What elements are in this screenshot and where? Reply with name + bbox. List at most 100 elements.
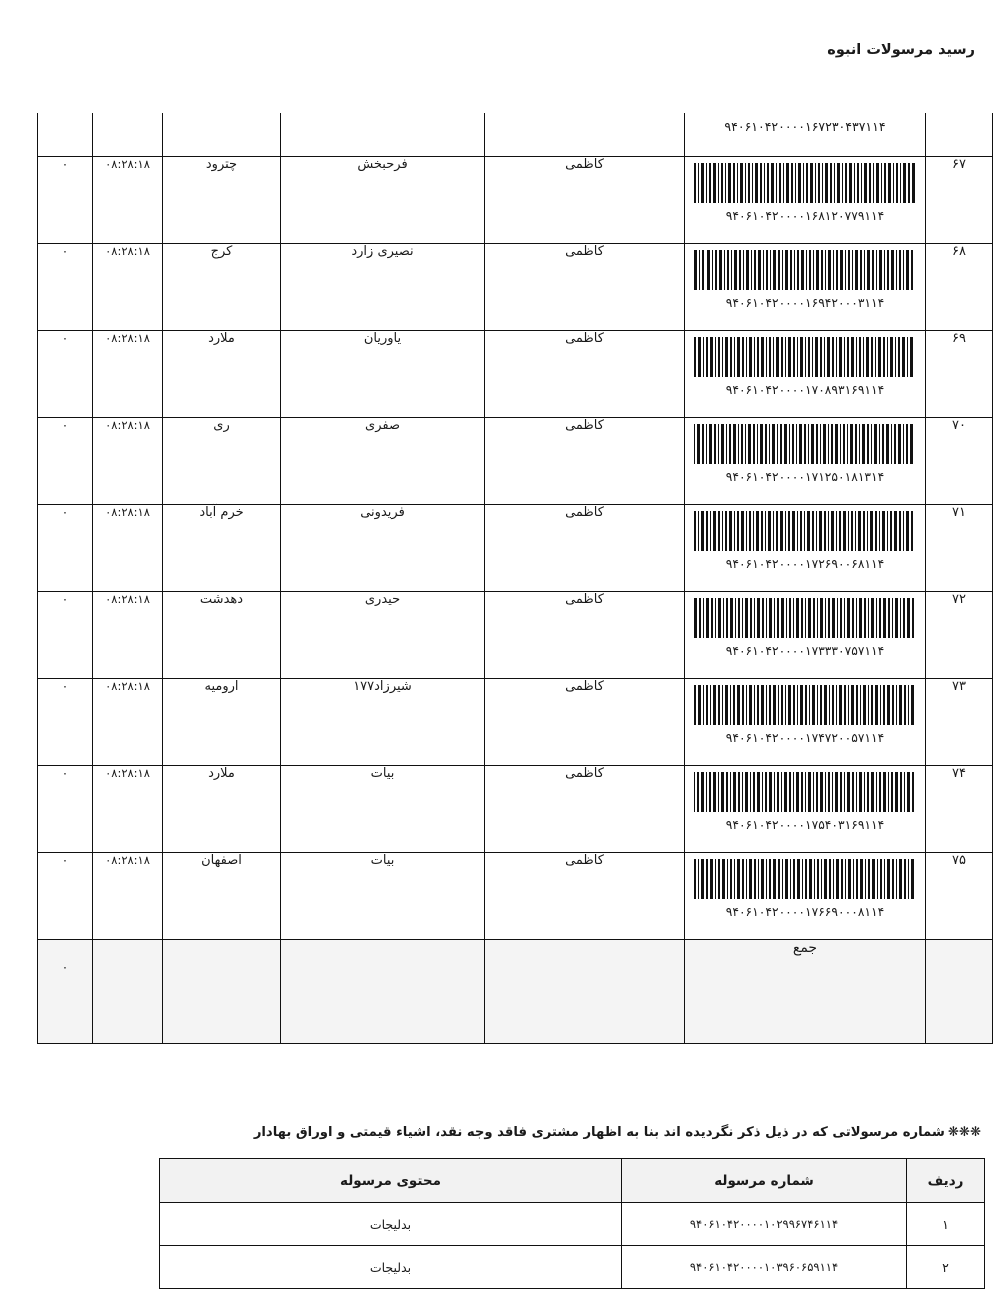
barcode-block: ۹۴۰۶۱۰۴۲۰۰۰۰۱۷۰۸۹۳۱۶۹۱۱۴ [685, 331, 925, 397]
barcode-number: ۹۴۰۶۱۰۴۲۰۰۰۰۱۶۸۱۲۰۷۷۹۱۱۴ [725, 209, 885, 223]
cell-value: ۰ [37, 330, 93, 418]
table-row[interactable]: ۷۲ ۹۴۰۶۱۰۴۲۰۰۰۰۱۷۳۳۳۰۷۵۷۱۱۴ کاظمی حیدری … [37, 591, 993, 679]
table-row[interactable]: ۱ ۹۴۰۶۱۰۴۲۰۰۰۰۱۰۲۹۹۶۷۴۶۱۱۴ بدلیجات [159, 1202, 985, 1246]
cell-sender: کاظمی [484, 765, 685, 853]
exception-table-head: ردیف شماره مرسوله محتوی مرسوله [159, 1158, 985, 1203]
cell-city: کرج [162, 243, 281, 331]
cell-receiver: فرحبخش [280, 156, 485, 244]
cell-value: ۰ [37, 852, 93, 940]
cell-radif: ۲ [906, 1245, 985, 1289]
cell-receiver: یاوریان [280, 330, 485, 418]
cell-sender: کاظمی [484, 156, 685, 244]
table-row[interactable]: ۶۹ ۹۴۰۶۱۰۴۲۰۰۰۰۱۷۰۸۹۳۱۶۹۱۱۴ کاظمی یاوریا… [37, 330, 993, 418]
cell-barcode: ۹۴۰۶۱۰۴۲۰۰۰۰۱۶۹۴۲۰۰۰۳۱۱۴ [684, 243, 926, 331]
cell-receiver: حیدری [280, 591, 485, 679]
cell-barcode: ۹۴۰۶۱۰۴۲۰۰۰۰۱۷۴۷۲۰۰۵۷۱۱۴ [684, 678, 926, 766]
barcode-number: ۹۴۰۶۱۰۴۲۰۰۰۰۱۷۰۸۹۳۱۶۹۱۱۴ [725, 383, 885, 397]
cell-barcode: ۹۴۰۶۱۰۴۲۰۰۰۰۱۷۳۳۳۰۷۵۷۱۱۴ [684, 591, 926, 679]
table-row[interactable]: ۷۱ ۹۴۰۶۱۰۴۲۰۰۰۰۱۷۲۶۹۰۰۶۸۱۱۴ کاظمی فریدون… [37, 504, 993, 592]
cell-barcode: ۹۴۰۶۱۰۴۲۰۰۰۰۱۷۵۴۰۳۱۶۹۱۱۴ [684, 765, 926, 853]
table-row[interactable]: ۷۰ ۹۴۰۶۱۰۴۲۰۰۰۰۱۷۱۲۵۰۱۸۱۳۱۴ کاظمی صفری ر… [37, 417, 993, 505]
barcode-number: ۹۴۰۶۱۰۴۲۰۰۰۰۱۷۵۴۰۳۱۶۹۱۱۴ [725, 818, 885, 832]
cell-value: ۰ [37, 504, 93, 592]
barcode-block: ۹۴۰۶۱۰۴۲۰۰۰۰۱۷۵۴۰۳۱۶۹۱۱۴ [685, 766, 925, 832]
table-row[interactable]: ۶۷ ۹۴۰۶۱۰۴۲۰۰۰۰۱۶۸۱۲۰۷۷۹۱۱۴ کاظمی فرحبخش… [37, 156, 993, 244]
table-header-row: ردیف شماره مرسوله محتوی مرسوله [159, 1158, 985, 1203]
barcode-image [694, 424, 913, 464]
table-row[interactable]: ۶۸ ۹۴۰۶۱۰۴۲۰۰۰۰۱۶۹۴۲۰۰۰۳۱۱۴ کاظمی نصیری … [37, 243, 993, 331]
cell-time [92, 939, 163, 1044]
barcode-number: ۹۴۰۶۱۰۴۲۰۰۰۰۱۷۴۷۲۰۰۵۷۱۱۴ [725, 731, 885, 745]
table-row[interactable]: ۷۳ ۹۴۰۶۱۰۴۲۰۰۰۰۱۷۴۷۲۰۰۵۷۱۱۴ کاظمی شیرزاد… [37, 678, 993, 766]
cell-time: ۰۸:۲۸:۱۸ [92, 591, 163, 679]
cell-radif: ۷۰ [925, 417, 993, 505]
cell-receiver: بیات [280, 852, 485, 940]
cell-receiver: فریدونی [280, 504, 485, 592]
cell-time: ۰۸:۲۸:۱۸ [92, 243, 163, 331]
shipment-table-container: ۹۴۰۶۱۰۴۲۰۰۰۰۱۶۷۲۳۰۴۳۷۱۱۴ ۶۷ ۹۴۰۶۱۰۴۲۰۰۰۰… [0, 113, 993, 1044]
page-title: رسید مرسولات انبوه [827, 42, 975, 58]
cell-value: ۰ [37, 591, 93, 679]
barcode-block: ۹۴۰۶۱۰۴۲۰۰۰۰۱۷۳۳۳۰۷۵۷۱۱۴ [685, 592, 925, 658]
exception-table: ردیف شماره مرسوله محتوی مرسوله ۱ ۹۴۰۶۱۰۴… [159, 1158, 985, 1289]
barcode-number: ۹۴۰۶۱۰۴۲۰۰۰۰۱۶۹۴۲۰۰۰۳۱۱۴ [725, 296, 885, 310]
cell-radif: ۶۸ [925, 243, 993, 331]
barcode-image [694, 337, 913, 377]
table-row[interactable]: ۷۵ ۹۴۰۶۱۰۴۲۰۰۰۰۱۷۶۶۹۰۰۰۸۱۱۴ کاظمی بیات ا… [37, 852, 993, 940]
barcode-image [694, 859, 914, 899]
cell-radif: ۷۱ [925, 504, 993, 592]
cell-receiver: صفری [280, 417, 485, 505]
cell-sender: کاظمی [484, 243, 685, 331]
barcode-image [694, 685, 914, 725]
cell-value [37, 113, 93, 157]
cell-radif: ۶۷ [925, 156, 993, 244]
cell-time: ۰۸:۲۸:۱۸ [92, 765, 163, 853]
cell-sender: کاظمی [484, 678, 685, 766]
barcode-block: ۹۴۰۶۱۰۴۲۰۰۰۰۱۷۲۶۹۰۰۶۸۱۱۴ [685, 505, 925, 571]
cell-radif [925, 939, 993, 1044]
cell-sender: کاظمی [484, 504, 685, 592]
header-shipment-content: محتوی مرسوله [159, 1158, 622, 1203]
cell-radif: ۶۹ [925, 330, 993, 418]
cell-shipment-content: بدلیجات [159, 1202, 622, 1246]
cell-shipment-number: ۹۴۰۶۱۰۴۲۰۰۰۰۱۰۲۹۹۶۷۴۶۱۱۴ [621, 1202, 907, 1246]
cell-time [92, 113, 163, 157]
cell-shipment-content: بدلیجات [159, 1245, 622, 1289]
barcode-image [694, 163, 915, 203]
declaration-note: ❋❋❋شماره مرسولاتی که در ذیل ذکر نگردیده … [12, 1125, 982, 1140]
table-row[interactable]: ۷۴ ۹۴۰۶۱۰۴۲۰۰۰۰۱۷۵۴۰۳۱۶۹۱۱۴ کاظمی بیات م… [37, 765, 993, 853]
cell-radif: ۷۳ [925, 678, 993, 766]
cell-radif: ۱ [906, 1202, 985, 1246]
cell-radif: ۷۵ [925, 852, 993, 940]
declaration-note-text: شماره مرسولاتی که در ذیل ذکر نگردیده اند… [253, 1125, 945, 1140]
cell-city: خرم آباد [162, 504, 281, 592]
cell-sender [484, 113, 685, 157]
barcode-image [694, 772, 914, 812]
cell-barcode: ۹۴۰۶۱۰۴۲۰۰۰۰۱۶۷۲۳۰۴۳۷۱۱۴ [684, 113, 926, 157]
cell-barcode: ۹۴۰۶۱۰۴۲۰۰۰۰۱۷۲۶۹۰۰۶۸۱۱۴ [684, 504, 926, 592]
cell-value: ۰ [37, 243, 93, 331]
sum-label: جمع [684, 939, 926, 1044]
barcode-number: ۹۴۰۶۱۰۴۲۰۰۰۰۱۷۳۳۳۰۷۵۷۱۱۴ [725, 644, 885, 658]
cell-receiver [280, 939, 485, 1044]
table-row[interactable]: ۲ ۹۴۰۶۱۰۴۲۰۰۰۰۱۰۳۹۶۰۶۵۹۱۱۴ بدلیجات [159, 1245, 985, 1289]
cell-value: ۰ [37, 417, 93, 505]
bullet-marker: ❋❋❋ [947, 1125, 982, 1140]
table-row-sum: جمع ۰ [37, 939, 993, 1044]
cell-city: چترود [162, 156, 281, 244]
cell-barcode: ۹۴۰۶۱۰۴۲۰۰۰۰۱۷۰۸۹۳۱۶۹۱۱۴ [684, 330, 926, 418]
cell-barcode: ۹۴۰۶۱۰۴۲۰۰۰۰۱۶۸۱۲۰۷۷۹۱۱۴ [684, 156, 926, 244]
cell-value: ۰ [37, 678, 93, 766]
cell-radif: ۷۴ [925, 765, 993, 853]
barcode-number: ۹۴۰۶۱۰۴۲۰۰۰۰۱۷۶۶۹۰۰۰۸۱۱۴ [725, 905, 885, 919]
cell-time: ۰۸:۲۸:۱۸ [92, 852, 163, 940]
header-radif: ردیف [906, 1158, 985, 1203]
cell-city: ملارد [162, 330, 281, 418]
cell-sender [484, 939, 685, 1044]
cell-city: ارومیه [162, 678, 281, 766]
table-row-partial: ۹۴۰۶۱۰۴۲۰۰۰۰۱۶۷۲۳۰۴۳۷۱۱۴ [37, 113, 993, 157]
barcode-number: ۹۴۰۶۱۰۴۲۰۰۰۰۱۷۲۶۹۰۰۶۸۱۱۴ [725, 557, 885, 571]
barcode-block: ۹۴۰۶۱۰۴۲۰۰۰۰۱۷۱۲۵۰۱۸۱۳۱۴ [685, 418, 925, 484]
cell-sender: کاظمی [484, 852, 685, 940]
shipment-table: ۹۴۰۶۱۰۴۲۰۰۰۰۱۶۷۲۳۰۴۳۷۱۱۴ ۶۷ ۹۴۰۶۱۰۴۲۰۰۰۰… [37, 113, 993, 1044]
